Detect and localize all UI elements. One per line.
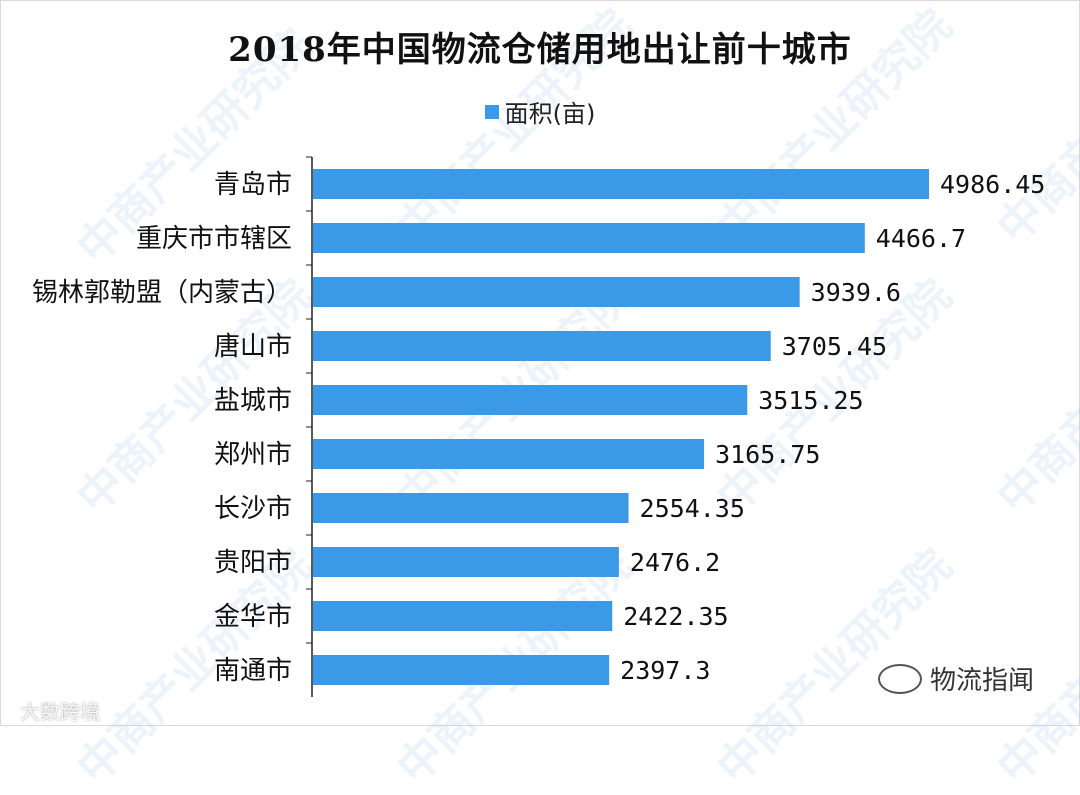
bar xyxy=(313,385,748,415)
bar xyxy=(313,493,629,523)
account-watermark: 物流指闻 xyxy=(878,660,1034,697)
category-label: 贵阳市 xyxy=(214,548,292,578)
category-label: 唐山市 xyxy=(214,332,292,362)
account-watermark-label: 物流指闻 xyxy=(930,666,1035,696)
category-label: 盐城市 xyxy=(214,386,292,416)
legend-label: 面积(亩) xyxy=(504,100,596,128)
data-label: 4986.45 xyxy=(940,170,1045,199)
bar xyxy=(313,655,610,685)
data-label: 3165.75 xyxy=(715,440,820,469)
bar xyxy=(313,547,619,577)
data-label: 3939.6 xyxy=(811,278,901,307)
category-label: 青岛市 xyxy=(214,170,292,200)
chat-bubble-icon xyxy=(878,663,922,694)
category-label: 重庆市市辖区 xyxy=(136,224,292,254)
category-label: 郑州市 xyxy=(214,440,292,470)
bar-chart-plot: 青岛市 4986.45 重庆市市辖区 4466.7 锡林郭勒盟（内蒙古） 3939.6 唐山… xyxy=(32,156,1045,697)
bar xyxy=(313,331,771,361)
category-label: 长沙市 xyxy=(214,494,292,524)
bar xyxy=(313,601,613,631)
bar xyxy=(313,169,929,199)
chart-title: 2018年中国物流仓储用地出让前十城市 xyxy=(228,30,852,70)
data-label: 2476.2 xyxy=(630,548,720,577)
category-label: 金华市 xyxy=(214,602,292,632)
legend-swatch xyxy=(484,104,499,119)
bar xyxy=(313,277,800,307)
category-label: 南通市 xyxy=(214,656,292,686)
corner-watermark: 大数跨境 xyxy=(20,700,100,724)
data-label: 2554.35 xyxy=(640,494,745,523)
category-label: 锡林郭勒盟（内蒙古） xyxy=(32,278,292,308)
bar xyxy=(313,439,705,469)
data-label: 2397.3 xyxy=(620,656,710,685)
bar xyxy=(313,223,865,253)
data-label: 3515.25 xyxy=(758,386,863,415)
legend: 面积(亩) xyxy=(0,94,1080,129)
data-label: 4466.7 xyxy=(876,224,966,253)
data-label: 3705.45 xyxy=(782,332,887,361)
data-label: 2422.35 xyxy=(623,602,728,631)
